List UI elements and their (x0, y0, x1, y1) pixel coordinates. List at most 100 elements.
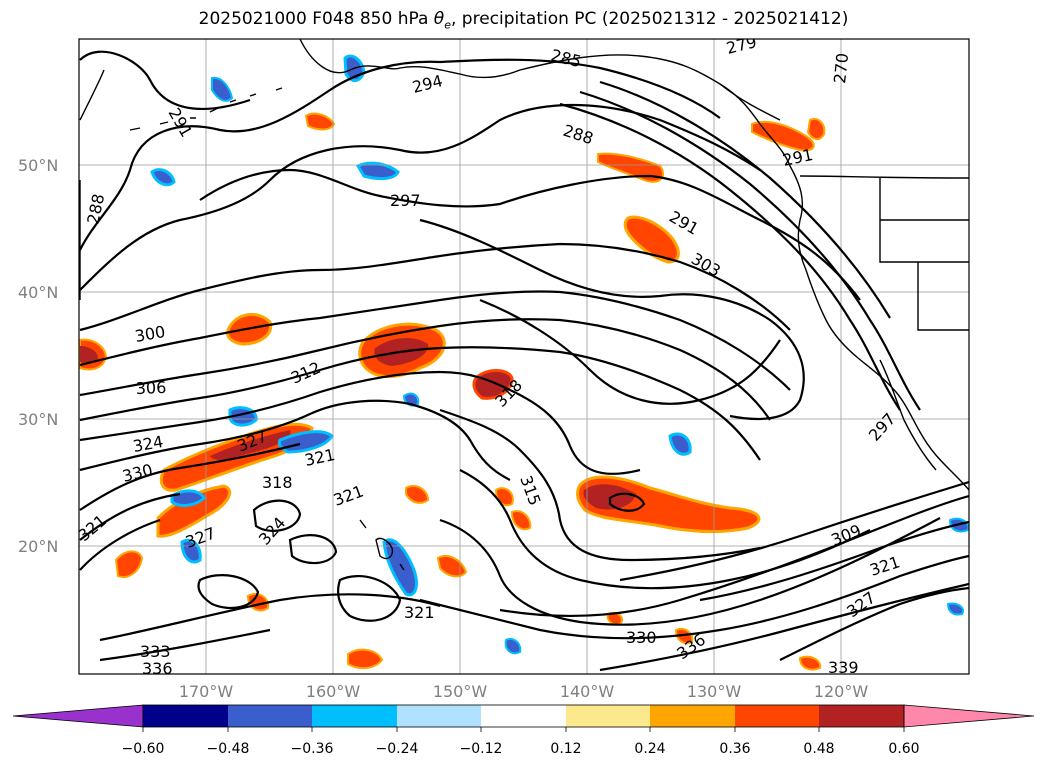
contour-line (439, 408, 761, 562)
lon-label-120w: 120°W (814, 682, 869, 701)
contour-label: 330 (626, 628, 657, 647)
colorbar-segment (312, 705, 397, 727)
precip-patch-neg-28n-129w (668, 432, 692, 456)
contour-line (79, 399, 511, 481)
longitude-labels: 170°W 160°W 150°W 140°W 130°W 120°W (179, 682, 869, 701)
coastline-hawaii (359, 519, 405, 571)
contour-line (79, 346, 761, 461)
contour-label: 336 (142, 659, 173, 678)
contour-line (579, 90, 921, 411)
lon-label-140w: 140°W (560, 682, 615, 701)
title-theta: θ (433, 9, 445, 29)
lon-label-150w: 150°W (433, 682, 488, 701)
contour-label: 339 (828, 658, 859, 677)
colorbar-tick-label: −0.12 (460, 741, 503, 757)
contour-line (419, 554, 969, 640)
contour-line (79, 103, 761, 291)
title-suffix: , precipitation PC (2025021312 - 2025021… (450, 9, 849, 29)
contour-line (79, 290, 791, 391)
precip-patch-neg-11n-143w (504, 638, 522, 655)
map-plot-area: 291 288 294 285 279 270 288 297 291 303 … (78, 38, 970, 678)
colorbar-segment (481, 705, 566, 727)
contour-line (79, 370, 641, 475)
contour-label: 321 (404, 603, 435, 622)
contour-label: 318 (262, 473, 293, 492)
contour-line (79, 318, 771, 421)
colorbar-extend-high (903, 704, 1035, 728)
contour-line (599, 582, 969, 672)
contour-line (79, 50, 251, 110)
precip-patch-11n-131w (674, 628, 694, 645)
contour-line (79, 518, 161, 571)
coastlines (79, 39, 969, 571)
precip-patch-48n-136w (597, 152, 665, 183)
precip-patch-neg-23n-167w (170, 489, 206, 507)
precip-patch-17n-146w (436, 554, 468, 578)
border-states (879, 178, 969, 331)
colorbar-extend-low (12, 704, 144, 728)
precip-patch-west-35n-core (80, 346, 98, 364)
colorbar-segment (735, 705, 819, 727)
lat-label-40n: 40°N (18, 283, 58, 302)
colorbar: −0.60 −0.48 −0.36 −0.24 −0.12 0.12 0.24 … (12, 704, 1035, 757)
precip-patch-neg-55n-166w (211, 76, 234, 102)
coastline-aleutians (129, 87, 283, 131)
precip-patch-22n-135w-core (583, 484, 636, 510)
lat-label-50n: 50°N (18, 156, 58, 175)
lon-label-130w: 130°W (687, 682, 742, 701)
map-border (78, 38, 970, 675)
colorbar-segment (819, 705, 904, 727)
contour-line (337, 575, 402, 622)
precip-patch-19n-143w (510, 510, 532, 531)
lon-label-170w: 170°W (179, 682, 234, 701)
contour-line (608, 492, 646, 512)
colorbar-tick-label: −0.60 (122, 741, 165, 757)
contour-line (499, 494, 969, 618)
contour-line (99, 628, 271, 662)
theta-e-contours (79, 50, 969, 672)
contour-line (559, 102, 901, 411)
precip-patch-neg-49n-173w (150, 168, 176, 187)
precip-patch-band-27n-160w-core (210, 430, 291, 460)
border-us-canada (799, 175, 969, 179)
contour-line (479, 298, 781, 405)
precip-patch-10n-122w (798, 655, 822, 671)
contour-line (419, 218, 805, 421)
colorbar-tick-label: 0.60 (888, 741, 919, 757)
colorbar-tick-label: 0.12 (550, 741, 581, 757)
colorbar-tick-label: −0.24 (376, 741, 419, 757)
coastline-baja (879, 359, 937, 471)
contour-label: 270 (830, 52, 852, 84)
contour-line (79, 442, 301, 511)
chart-title: 2025021000 F048 850 hPa θe, precipitatio… (0, 9, 1047, 31)
map-frame-background (79, 39, 969, 674)
colorbar-tick-label: 0.48 (803, 741, 834, 757)
precip-patch-54n-172w (304, 112, 336, 131)
contour-label: 306 (135, 378, 166, 398)
coastline-us-west (805, 269, 969, 491)
precip-patch-52n-126w (751, 120, 815, 152)
colorbar-segment (650, 705, 735, 727)
coastline-alaska (299, 39, 781, 121)
colorbar-tick-label: 0.36 (719, 741, 750, 757)
contour-line (79, 242, 791, 332)
colorbar-ticks (142, 727, 905, 732)
contour-label: 297 (390, 191, 421, 210)
title-theta-sub: e (444, 18, 451, 32)
coastline-bc (719, 83, 807, 271)
colorbar-outline (142, 704, 905, 728)
contour-line (252, 499, 302, 532)
contour-line (288, 534, 338, 565)
contour-label: 333 (140, 642, 171, 661)
precip-patch-20n-147w (405, 484, 430, 504)
precip-patch-neg-51n-170w (355, 161, 400, 181)
precip-patch-53n-121w (806, 118, 826, 140)
contour-line (599, 80, 891, 319)
contour-line (197, 574, 260, 610)
precip-patch-33n-146w (472, 369, 514, 400)
colorbar-segment (566, 705, 650, 727)
contour-line (779, 586, 969, 661)
contour-line (699, 520, 969, 602)
latitude-labels: 50°N 40°N 30°N 20°N (18, 156, 58, 556)
